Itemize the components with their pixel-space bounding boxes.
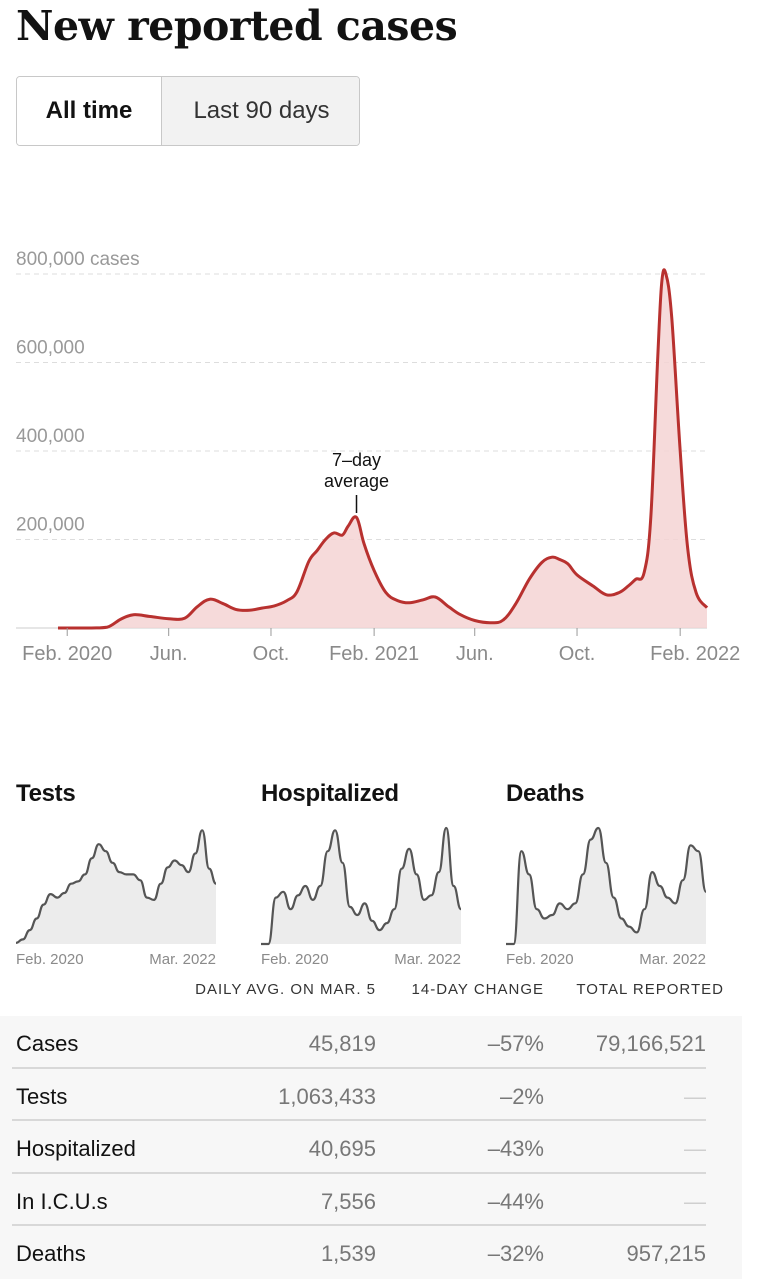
- row-change: –2%: [499, 1083, 544, 1109]
- mini-x-label-end: Mar. 2022: [639, 951, 706, 966]
- row-total: —: [684, 1083, 706, 1109]
- hospitalized-sparkline: Feb. 2020 Mar. 2022: [261, 826, 463, 966]
- row-daily: 1,539: [320, 1241, 376, 1266]
- sparkline-line: [16, 829, 217, 944]
- time-range-toggle: All time Last 90 days: [16, 76, 360, 146]
- tests-title: Tests: [16, 780, 76, 807]
- header-daily-avg: DAILY AVG. ON MAR. 5: [195, 981, 376, 998]
- sparkline-line: [506, 826, 708, 946]
- row-daily: 45,819: [308, 1031, 376, 1056]
- row-total: 957,215: [626, 1241, 706, 1266]
- table-row: Cases 45,819 –57% 79,166,521: [0, 1016, 742, 1069]
- toggle-last-90-days-button[interactable]: Last 90 days: [162, 77, 359, 145]
- mini-x-label-start: Feb. 2020: [16, 951, 84, 966]
- tests-mini-chart: Tests Feb. 2020 Mar. 2022: [16, 780, 246, 966]
- row-total: 79,166,521: [595, 1031, 706, 1056]
- mini-x-label-start: Feb. 2020: [261, 951, 329, 966]
- deaths-mini-chart: Deaths Feb. 2020 Mar. 2022: [506, 780, 736, 966]
- annotation-label-line2: average: [324, 471, 389, 491]
- row-metric: Hospitalized: [16, 1136, 136, 1161]
- hospitalized-title: Hospitalized: [261, 780, 399, 807]
- stats-table: Cases 45,819 –57% 79,166,521 Tests 1,063…: [0, 1016, 742, 1279]
- table-row: Deaths 1,539 –32% 957,215: [0, 1226, 742, 1279]
- header-14-day-change: 14-DAY CHANGE: [411, 981, 544, 998]
- row-metric: Cases: [16, 1031, 79, 1056]
- y-tick-label: 400,000: [16, 426, 85, 447]
- row-daily: 1,063,433: [278, 1083, 376, 1109]
- mini-x-label-end: Mar. 2022: [149, 951, 216, 966]
- new-cases-chart: 200,000 400,000 600,000 800,000 cases Feb. …: [16, 249, 740, 665]
- table-row: In I.C.U.s 7,556 –44% —: [0, 1174, 742, 1227]
- row-change: –43%: [487, 1136, 544, 1161]
- row-daily: 40,695: [308, 1136, 376, 1161]
- mini-x-label-end: Mar. 2022: [394, 951, 461, 966]
- y-tick-label: 800,000 cases: [16, 249, 140, 270]
- cases-area: [58, 269, 707, 628]
- row-total: —: [684, 1136, 706, 1161]
- row-metric: Deaths: [16, 1241, 86, 1266]
- x-tick-label: Oct.: [559, 643, 596, 665]
- x-tick-label: Jun.: [456, 643, 494, 665]
- table-row: Tests 1,063,433 –2% —: [0, 1069, 742, 1122]
- annotation-label-line1: 7–day: [332, 450, 381, 470]
- toggle-all-time-button[interactable]: All time: [17, 77, 162, 145]
- cases-line: [58, 268, 709, 630]
- page-title: New reported cases: [16, 2, 458, 50]
- row-daily: 7,556: [320, 1188, 376, 1214]
- x-tick-label: Oct.: [253, 643, 290, 665]
- row-change: –32%: [487, 1241, 544, 1266]
- hospitalized-mini-chart: Hospitalized Feb. 2020 Mar. 2022: [261, 780, 491, 966]
- x-tick-label: Feb. 2020: [22, 643, 112, 665]
- mini-x-label-start: Feb. 2020: [506, 951, 574, 966]
- x-tick-label: Feb. 2022: [650, 643, 740, 665]
- y-tick-label: 600,000: [16, 338, 85, 359]
- row-metric: In I.C.U.s: [16, 1188, 108, 1214]
- row-total: —: [684, 1188, 706, 1214]
- sparkline-area: [506, 828, 706, 944]
- sparkline-area: [16, 830, 216, 944]
- row-metric: Tests: [16, 1083, 68, 1109]
- tests-sparkline: Feb. 2020 Mar. 2022: [16, 829, 217, 966]
- row-change: –57%: [487, 1031, 544, 1056]
- table-row: Hospitalized 40,695 –43% —: [0, 1121, 742, 1174]
- y-tick-label: 200,000: [16, 515, 85, 536]
- header-total-reported: TOTAL REPORTED: [576, 981, 724, 998]
- deaths-title: Deaths: [506, 780, 585, 807]
- deaths-sparkline: Feb. 2020 Mar. 2022: [506, 826, 708, 966]
- table-header: DAILY AVG. ON MAR. 5 14-DAY CHANGE TOTAL…: [0, 981, 762, 1001]
- sparkline-area: [261, 828, 461, 944]
- x-tick-label: Feb. 2021: [329, 643, 419, 665]
- row-change: –44%: [487, 1188, 544, 1214]
- x-tick-label: Jun.: [150, 643, 188, 665]
- sparkline-line: [261, 826, 463, 946]
